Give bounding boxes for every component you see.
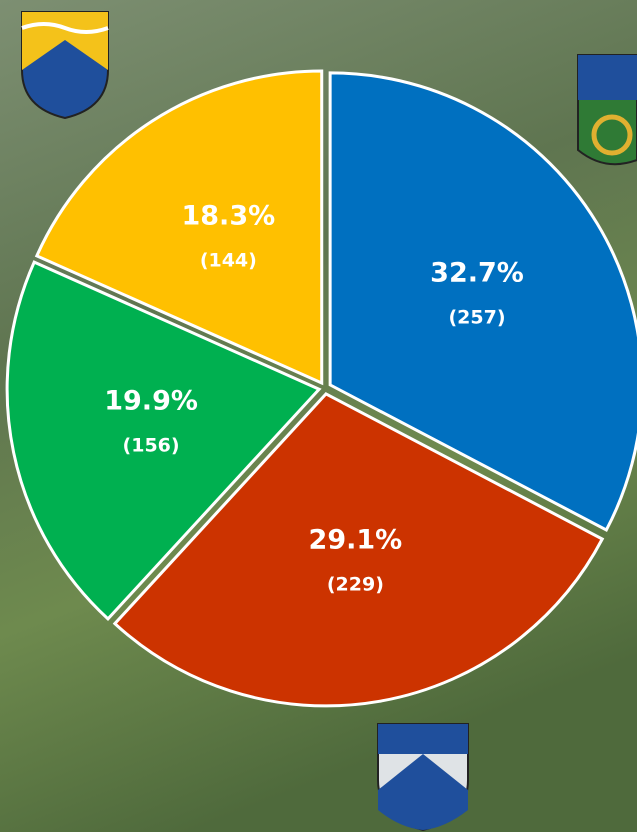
percentage-label: 18.3% — [181, 201, 275, 232]
percentage-label: 32.7% — [430, 258, 524, 289]
coat-of-arms — [378, 724, 468, 830]
coat-of-arms — [22, 12, 108, 118]
percentage-label: 19.9% — [104, 385, 198, 416]
count-label: (144) — [200, 250, 257, 272]
chart: 32.7% (257) 29.1% (229) 19.9% (156) 18.3% (144) — [0, 0, 637, 832]
coat-of-arms — [578, 55, 637, 164]
percentage-label: 29.1% — [309, 524, 403, 555]
count-label: (156) — [123, 434, 180, 456]
count-label: (257) — [448, 307, 505, 329]
page: {"chart_data": {"type": "pie", "values":… — [0, 0, 637, 832]
count-label: (229) — [327, 573, 384, 595]
